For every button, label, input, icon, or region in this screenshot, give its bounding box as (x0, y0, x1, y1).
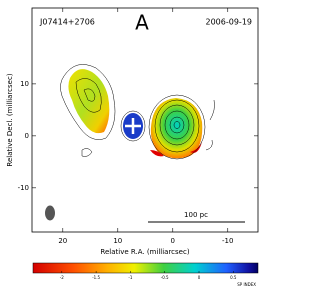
colorbar (32, 262, 259, 274)
panel-label: A (135, 11, 149, 35)
right-lobe-edge (150, 150, 164, 157)
y-axis-label: Relative Decl. (milliarcsec) (6, 73, 14, 166)
scale-label: 100 pc (184, 211, 208, 219)
contour (60, 64, 116, 140)
contour (120, 110, 146, 142)
beam (45, 205, 55, 221)
x-tick-label: 0 (171, 237, 175, 245)
plot-frame (31, 7, 259, 233)
x-tick-label: 10 (113, 237, 122, 245)
colorbar-tick-label: 0 (198, 275, 201, 280)
contours (148, 94, 215, 160)
contour (83, 88, 96, 102)
x-tick-label: -10 (222, 237, 233, 245)
y-tick-label: 10 (20, 80, 29, 88)
y-tick-label: -10 (18, 184, 29, 192)
colorbar-tick-label: -1.5 (92, 275, 100, 280)
colorbar-tick-label: -0.5 (161, 275, 169, 280)
colorbar-tick-label: -2 (60, 275, 64, 280)
left-lobe (68, 69, 110, 134)
colorbar-tick-label: 0.5 (230, 275, 237, 280)
core-cross (125, 118, 141, 134)
right-lobe (150, 98, 203, 159)
source-name: J07414+2706 (39, 18, 95, 27)
date: 2006-09-19 (206, 18, 253, 27)
x-axis-label: Relative R.A. (milliarcsec) (100, 248, 189, 256)
contour (75, 78, 102, 113)
figure: 100 pc J07414+2706 A 2006-09-19 Relative… (6, 7, 259, 287)
contour (81, 148, 93, 157)
colorbar-label: SP INDEX (237, 282, 256, 287)
plot: 100 pc J07414+2706 A 2006-09-19 (31, 7, 259, 233)
x-tick-label: 20 (58, 237, 67, 245)
colorbar-tick-label: -1 (128, 275, 132, 280)
y-tick-label: 0 (25, 132, 29, 140)
